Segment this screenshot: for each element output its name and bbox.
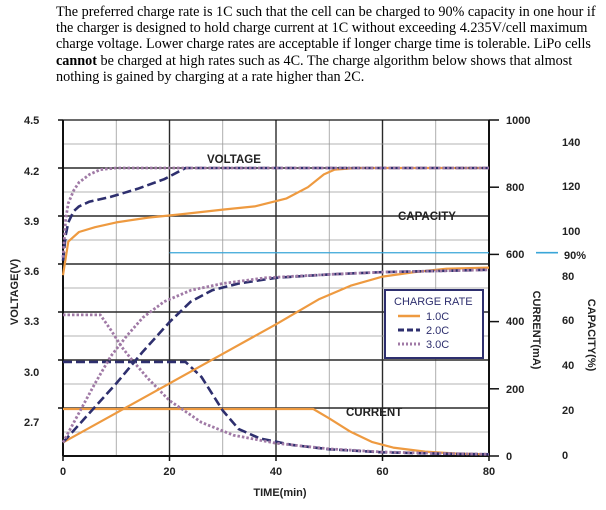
capacity-tick: 140 — [562, 137, 580, 149]
time-tick: 20 — [163, 466, 175, 478]
time-tick: 0 — [60, 466, 66, 478]
current-annotation: CURRENT — [346, 407, 402, 419]
grid — [62, 120, 490, 456]
capacity-axis-title: CAPACITY(%) — [585, 299, 597, 372]
voltage-tick: 2.7 — [24, 417, 39, 429]
capacity-tick: 100 — [562, 226, 580, 238]
current-curve-2-0C — [63, 360, 490, 456]
legend-title: CHARGE RATE — [394, 296, 473, 308]
capacity-tick: 120 — [562, 181, 580, 193]
current-tick: 0 — [506, 451, 512, 463]
current-tick: 200 — [506, 384, 524, 396]
capacity-tick: 80 — [562, 271, 574, 283]
ninety-percent-label: 90% — [564, 250, 586, 262]
intro-text-part2: be charged at high rates such as 4C. The… — [56, 52, 573, 85]
x-axis-title: TIME(min) — [253, 487, 306, 499]
current-tick: 400 — [506, 316, 524, 328]
intro-paragraph: The preferred charge rate is 1C such tha… — [56, 4, 596, 85]
voltage-axis-title: VOLTAGE(V) — [9, 259, 21, 326]
current-tick: 600 — [506, 249, 524, 261]
current-tick-labels: 1000 800 600 400 200 0 — [506, 115, 530, 463]
voltage-tick: 4.5 — [24, 115, 39, 127]
intro-emphasis: cannot — [56, 52, 97, 69]
voltage-tick: 3.9 — [24, 216, 39, 228]
capacity-tick: 40 — [562, 360, 574, 372]
time-tick-labels: 0 20 40 60 80 — [60, 466, 495, 478]
voltage-tick: 3.6 — [24, 266, 39, 278]
current-axis-title: CURRENT(mA) — [530, 291, 542, 370]
capacity-tick: 60 — [562, 315, 574, 327]
capacity-tick: 20 — [562, 405, 574, 417]
capacity-curve-3-0C — [61, 268, 490, 444]
voltage-curve-3-0C — [61, 166, 489, 258]
legend-entry: 1.0C — [426, 311, 449, 323]
capacity-annotation: CAPACITY — [398, 211, 456, 223]
axes — [58, 119, 558, 461]
time-tick: 80 — [483, 466, 495, 478]
capacity-tick: 0 — [562, 450, 568, 462]
voltage-tick: 4.2 — [24, 166, 39, 178]
legend-entry: 3.0C — [426, 339, 449, 351]
voltage-annotation: VOLTAGE — [207, 154, 261, 166]
current-curve-3-0C — [63, 313, 490, 456]
voltage-tick: 3.0 — [24, 367, 39, 379]
voltage-tick-labels: 4.5 4.2 3.9 3.6 3.3 3.0 2.7 — [24, 115, 39, 429]
current-tick: 800 — [506, 182, 524, 194]
intro-text-part1: The preferred charge rate is 1C such tha… — [56, 4, 596, 53]
time-tick: 60 — [376, 466, 388, 478]
capacity-tick-labels: 140 120 100 80 60 40 20 0 — [562, 137, 580, 462]
voltage-tick: 3.3 — [24, 316, 39, 328]
legend-entry: 2.0C — [426, 325, 449, 337]
series-curves — [61, 166, 490, 456]
current-tick: 1000 — [506, 115, 530, 127]
voltage-curve-1-0C — [61, 166, 489, 276]
legend: CHARGE RATE 1.0C 2.0C 3.0C — [384, 289, 484, 359]
voltage-curve-2-0C — [61, 166, 489, 261]
legend-box — [384, 289, 484, 359]
time-tick: 40 — [270, 466, 282, 478]
capacity-curve-1-0C — [62, 266, 490, 444]
capacity-curve-2-0C — [62, 268, 490, 444]
